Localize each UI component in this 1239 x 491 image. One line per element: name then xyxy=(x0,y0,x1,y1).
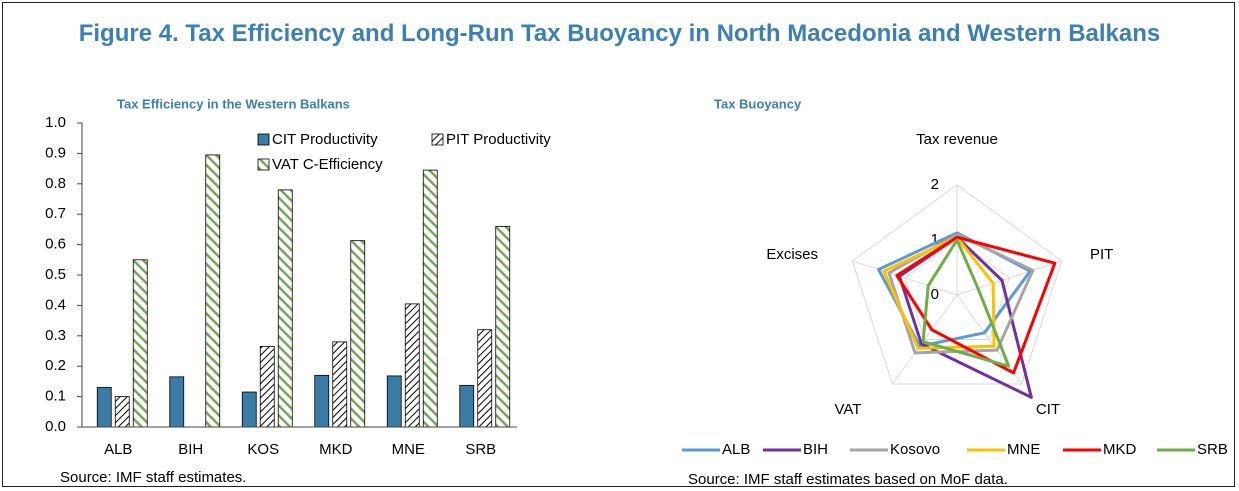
bar xyxy=(422,169,438,428)
axis-label: PIT xyxy=(1090,246,1113,263)
bar xyxy=(205,154,221,428)
bar xyxy=(386,375,402,428)
axis-label: CIT xyxy=(1036,401,1060,418)
axis-label: VAT xyxy=(835,401,862,418)
legend-swatch xyxy=(431,133,444,146)
bar xyxy=(96,387,112,428)
bar xyxy=(404,303,420,428)
series-line xyxy=(921,238,1011,368)
x-tick-label: MNE xyxy=(392,441,425,458)
x-tick-label: BIH xyxy=(178,441,203,458)
y-tick-label: 0.0 xyxy=(45,418,66,435)
legend-label: Kosovo xyxy=(890,441,940,458)
legend-label: ALB xyxy=(722,441,750,458)
bar xyxy=(277,189,293,428)
legend-label: PIT Productivity xyxy=(446,131,551,148)
x-tick-label: SRB xyxy=(465,441,496,458)
y-tick-label: 0.7 xyxy=(45,205,66,222)
bar xyxy=(477,329,493,428)
series-line xyxy=(897,235,1033,399)
spoke xyxy=(956,294,1023,385)
y-tick-label: 0.3 xyxy=(45,327,66,344)
y-tick-label: 0.8 xyxy=(45,175,66,192)
legend-label: SRB xyxy=(1197,441,1228,458)
bar xyxy=(495,225,511,428)
x-tick-label: KOS xyxy=(247,441,279,458)
bar xyxy=(132,259,148,428)
series-line xyxy=(882,235,996,350)
legend-label: CIT Productivity xyxy=(272,131,378,148)
r-tick-label: 0 xyxy=(931,286,939,303)
source-note: Source: IMF staff estimates based on MoF… xyxy=(688,471,1008,488)
spoke xyxy=(956,260,1062,296)
bar xyxy=(350,240,366,428)
x-tick-label: MKD xyxy=(319,441,353,458)
grid-line xyxy=(851,184,1063,385)
legend-label: BIH xyxy=(803,441,828,458)
figure-title: Figure 4. Tax Efficiency and Long-Run Ta… xyxy=(78,20,1161,47)
legend-label: MKD xyxy=(1103,441,1137,458)
r-tick-label: 1 xyxy=(931,231,939,248)
y-tick-label: 0.5 xyxy=(45,266,66,283)
bar xyxy=(459,384,475,428)
chart-title: Tax Buoyancy xyxy=(714,96,802,111)
y-tick-label: 1.0 xyxy=(45,114,66,131)
bar xyxy=(169,376,185,428)
y-tick-label: 0.4 xyxy=(45,296,66,313)
y-tick-label: 0.6 xyxy=(45,236,66,253)
spoke xyxy=(852,260,958,296)
legend-swatch xyxy=(257,158,270,171)
series-line xyxy=(895,235,1057,375)
bar xyxy=(241,391,257,428)
legend-label: VAT C-Efficiency xyxy=(272,156,383,173)
bar xyxy=(314,374,330,428)
axis-label: Tax revenue xyxy=(916,131,998,148)
y-tick-label: 0.1 xyxy=(45,388,66,405)
legend-swatch xyxy=(257,133,270,146)
r-tick-label: 2 xyxy=(931,176,939,193)
y-tick-label: 0.9 xyxy=(45,144,66,161)
legend-label: MNE xyxy=(1007,441,1040,458)
y-tick-label: 0.2 xyxy=(45,357,66,374)
source-note: Source: IMF staff estimates. xyxy=(60,469,246,486)
x-tick-label: ALB xyxy=(104,441,132,458)
bar xyxy=(332,341,348,428)
bar xyxy=(114,396,130,428)
bar xyxy=(259,346,275,428)
axis-label: Excises xyxy=(766,246,818,263)
chart-title: Tax Efficiency in the Western Balkans xyxy=(117,96,350,111)
